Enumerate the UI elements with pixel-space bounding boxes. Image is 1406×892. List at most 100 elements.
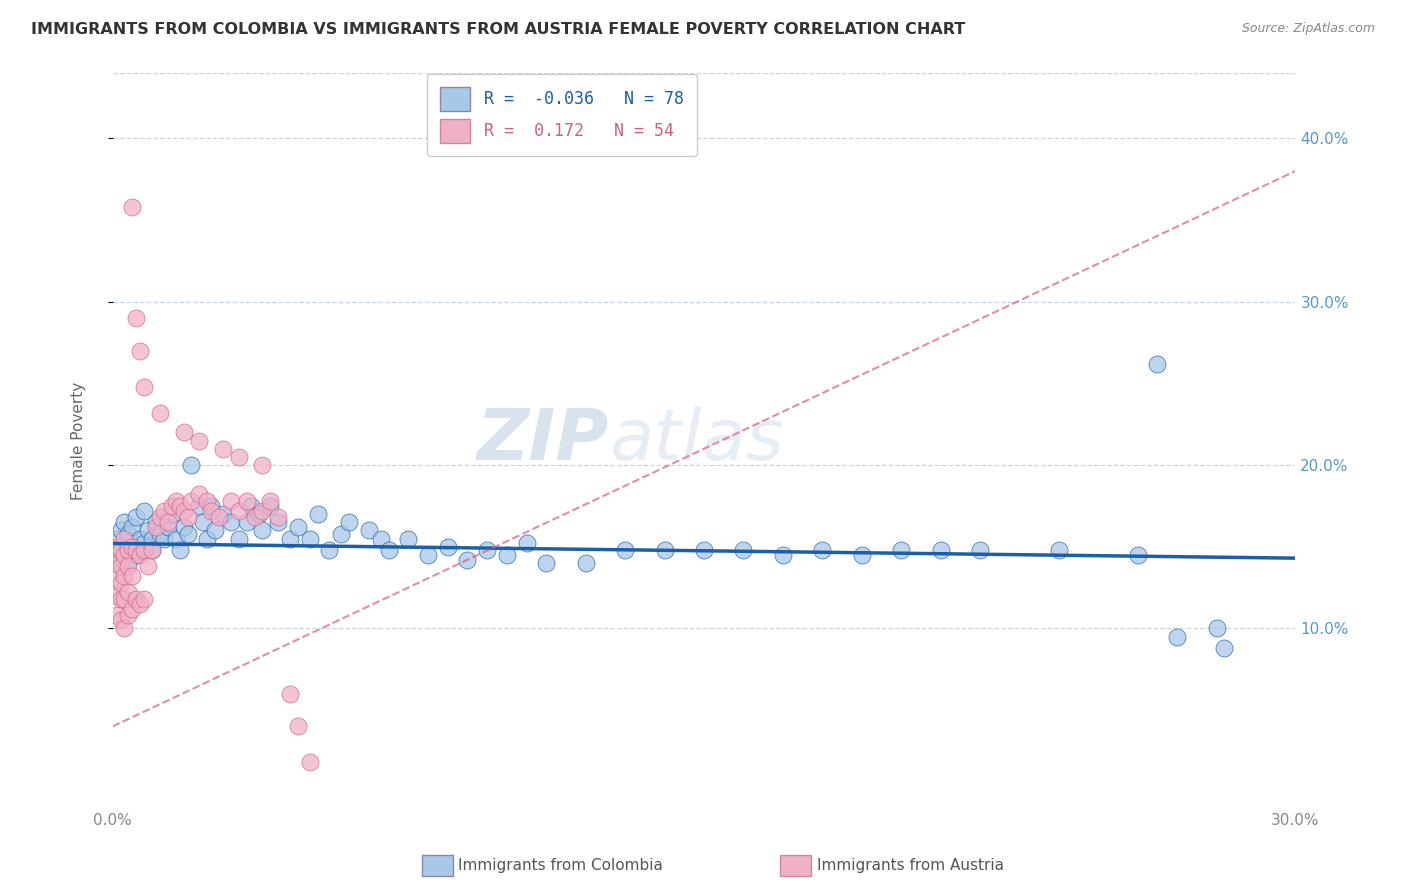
Point [219,494,242,508]
Point [228,532,250,546]
Point [114,532,136,546]
Point [575,556,598,570]
Point [536,556,558,570]
Point [160,507,183,521]
Text: atlas: atlas [609,406,785,475]
Point [141,543,163,558]
Point [117,559,139,574]
Point [1205,621,1227,635]
Point [136,524,159,538]
Point [228,504,250,518]
Point [125,311,148,326]
Point [149,510,172,524]
Point [114,569,136,583]
Point [200,499,222,513]
Point [235,494,257,508]
Point [169,543,191,558]
Point [212,507,235,521]
Point [134,592,156,607]
Point [337,515,360,529]
Point [117,526,139,541]
Point [153,504,176,518]
Point [496,548,519,562]
Point [125,543,148,558]
Point [330,526,353,541]
Point [693,543,716,558]
Y-axis label: Female Poverty: Female Poverty [72,382,86,500]
Point [105,573,128,587]
Point [121,200,143,214]
Point [195,494,218,508]
Point [105,608,128,623]
Point [129,543,152,558]
Point [125,592,148,607]
Point [141,532,163,546]
Point [267,515,290,529]
Point [188,499,211,513]
Point [180,458,202,472]
Point [180,494,202,508]
Point [129,548,152,562]
Point [117,556,139,570]
Point [134,379,156,393]
Point [890,543,912,558]
Point [110,543,132,558]
Point [173,504,195,518]
Point [114,548,136,562]
Text: ZIP: ZIP [477,406,609,475]
Point [298,756,321,770]
Point [136,559,159,574]
Point [204,524,226,538]
Point [969,543,991,558]
Point [298,532,321,546]
Point [307,507,329,521]
Point [287,520,309,534]
Point [125,510,148,524]
Point [1146,357,1168,371]
Point [160,499,183,513]
Point [129,532,152,546]
Point [733,543,755,558]
Point [105,589,128,603]
Point [278,687,301,701]
Point [416,548,439,562]
Point [1047,543,1070,558]
Point [477,543,499,558]
Point [121,520,143,534]
Point [134,504,156,518]
Point [114,515,136,529]
Point [173,425,195,440]
Point [153,532,176,546]
Point [188,434,211,448]
Point [114,621,136,635]
Text: Immigrants from Colombia: Immigrants from Colombia [458,858,664,872]
Point [114,592,136,607]
Point [134,543,156,558]
Text: IMMIGRANTS FROM COLOMBIA VS IMMIGRANTS FROM AUSTRIA FEMALE POVERTY CORRELATION C: IMMIGRANTS FROM COLOMBIA VS IMMIGRANTS F… [31,22,965,37]
Point [145,520,167,534]
Point [110,559,132,574]
Point [149,526,172,541]
Point [193,515,215,529]
Point [121,540,143,554]
Point [267,510,290,524]
Point [252,524,274,538]
Point [165,494,187,508]
Point [110,592,132,607]
Point [173,520,195,534]
Point [105,556,128,570]
Point [247,507,270,521]
Point [188,487,211,501]
Point [357,524,380,538]
Point [1166,630,1188,644]
Point [149,406,172,420]
Point [252,458,274,472]
Point [396,532,419,546]
Point [200,504,222,518]
Point [145,515,167,529]
Point [436,540,458,554]
Point [105,540,128,554]
Point [259,499,281,513]
Point [129,597,152,611]
Point [516,536,538,550]
